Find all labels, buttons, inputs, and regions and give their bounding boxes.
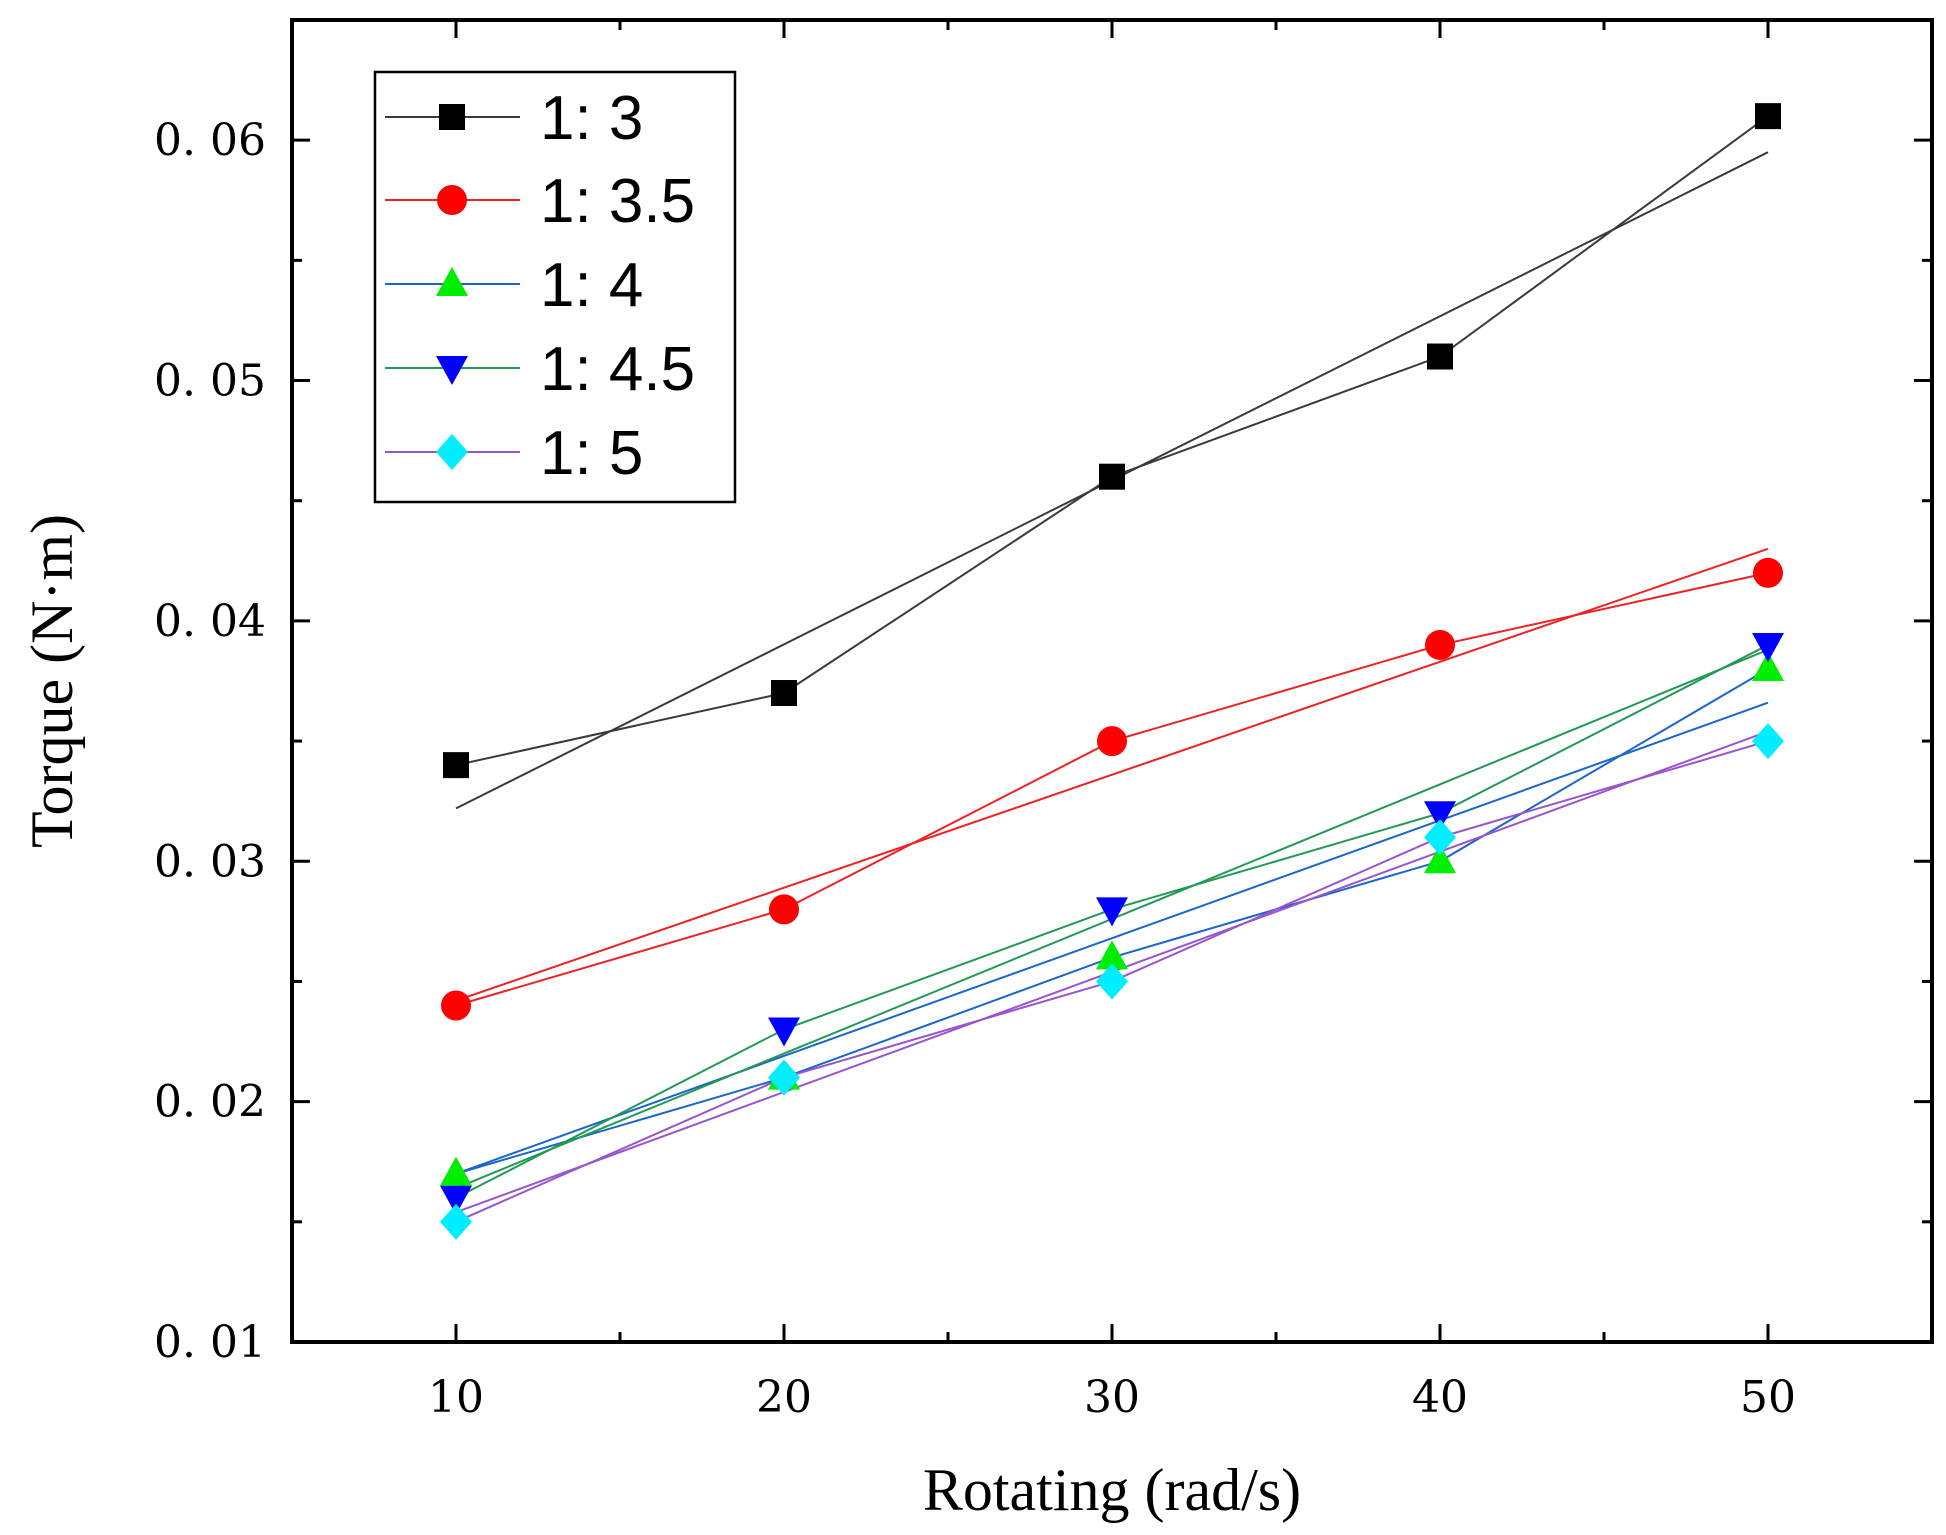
data-point xyxy=(769,894,799,925)
data-point xyxy=(1427,343,1453,370)
tick-labels: 10 20 30 40 50 0. 01 0. 02 0. 03 0. 04 0. 05 0. 06 xyxy=(154,115,1796,1423)
y-tick-label: 0. 04 xyxy=(154,596,266,647)
series-markers-4 xyxy=(440,723,1784,1240)
data-point xyxy=(1424,819,1456,856)
data-point xyxy=(1097,726,1127,757)
series-markers-1 xyxy=(441,557,1783,1021)
y-tick-label: 0. 03 xyxy=(154,836,266,887)
data-point xyxy=(768,1059,800,1096)
legend-label: 1: 3 xyxy=(540,84,643,153)
y-tick-label: 0. 05 xyxy=(154,356,266,407)
y-tick-label: 0. 01 xyxy=(154,1317,266,1368)
legend-marker xyxy=(436,434,468,470)
legend-marker xyxy=(437,185,467,215)
data-point xyxy=(1425,629,1455,660)
x-axis-title: Rotating (rad/s) xyxy=(923,1457,1301,1523)
legend-label: 1: 4.5 xyxy=(540,335,695,404)
series-markers-0 xyxy=(443,103,1781,779)
data-point xyxy=(771,680,797,707)
data-point xyxy=(441,990,471,1021)
series-lines-1 xyxy=(455,547,1769,1007)
y-tick-label: 0. 06 xyxy=(154,115,266,166)
data-point xyxy=(1752,723,1784,760)
series-markers-3 xyxy=(440,632,1784,1215)
legend-label: 1: 4 xyxy=(540,251,643,320)
data-point xyxy=(1752,651,1784,681)
legend-label: 1: 5 xyxy=(540,419,643,488)
legend-box xyxy=(373,70,737,504)
y-tick-label: 0. 02 xyxy=(154,1077,266,1128)
fit-line xyxy=(455,701,1769,1175)
data-point xyxy=(1755,103,1781,130)
data-point xyxy=(1096,940,1128,970)
legend-label: 1: 3.5 xyxy=(540,167,695,236)
y-axis-title: Torque (N·m) xyxy=(19,514,85,848)
data-point xyxy=(1424,801,1456,831)
legend-marker xyxy=(436,356,468,385)
data-point xyxy=(1424,844,1456,874)
series-group xyxy=(440,103,1784,1240)
x-tick-label: 40 xyxy=(1412,1372,1468,1423)
data-point xyxy=(1099,463,1125,490)
x-tick-label: 30 xyxy=(1084,1372,1140,1423)
legend: 1: 3 1: 3.5 1: 4 1: 4.5 1: 5 xyxy=(373,70,737,504)
data-point xyxy=(440,1156,472,1186)
x-tick-label: 50 xyxy=(1740,1372,1796,1423)
x-tick-label: 10 xyxy=(428,1372,484,1423)
legend-marker xyxy=(436,267,468,296)
data-point xyxy=(440,1203,472,1240)
x-tick-label: 20 xyxy=(756,1372,812,1423)
data-point xyxy=(1753,557,1783,588)
data-point xyxy=(768,1017,800,1047)
legend-marker xyxy=(439,104,465,130)
data-point xyxy=(1752,632,1784,662)
data-point xyxy=(1096,897,1128,927)
data-point xyxy=(443,752,469,779)
plot-frame xyxy=(290,18,1934,1344)
data-point xyxy=(440,1185,472,1215)
fit-line xyxy=(455,547,1769,1002)
data-point xyxy=(1096,963,1128,1000)
